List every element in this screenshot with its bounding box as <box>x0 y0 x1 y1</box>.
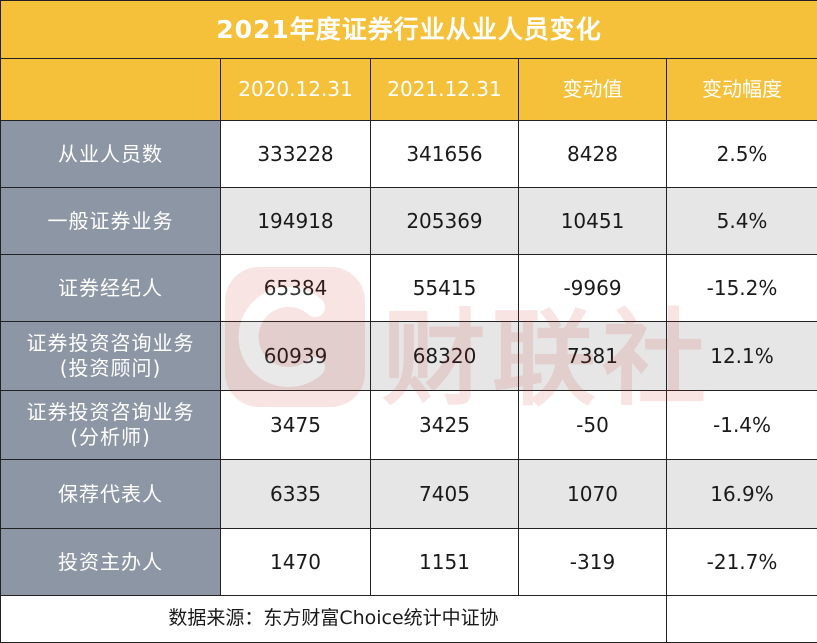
header-change-pct: 变动幅度 <box>667 59 817 121</box>
cell-2020: 3475 <box>221 391 371 460</box>
cell-change-pct: 16.9% <box>667 460 817 529</box>
header-2020: 2020.12.31 <box>221 59 371 121</box>
footer-row: 数据来源：东方财富Choice统计中证协 <box>1 596 817 643</box>
cell-2020: 60939 <box>221 322 371 391</box>
row-label: 证券经纪人 <box>1 255 221 322</box>
header-row: 2020.12.31 2021.12.31 变动值 变动幅度 <box>1 59 817 121</box>
cell-2020: 194918 <box>221 188 371 255</box>
row-label: 一般证券业务 <box>1 188 221 255</box>
table-row: 证券经纪人 65384 55415 -9969 -15.2% <box>1 255 817 322</box>
table-row: 投资主办人 1470 1151 -319 -21.7% <box>1 529 817 596</box>
row-label: 投资主办人 <box>1 529 221 596</box>
cell-2021: 68320 <box>371 322 519 391</box>
header-2021: 2021.12.31 <box>371 59 519 121</box>
table-row: 从业人员数 333228 341656 8428 2.5% <box>1 121 817 188</box>
row-label: 从业人员数 <box>1 121 221 188</box>
cell-change-pct: 5.4% <box>667 188 817 255</box>
header-corner <box>1 59 221 121</box>
table-row: 证券投资咨询业务(分析师) 3475 3425 -50 -1.4% <box>1 391 817 460</box>
cell-2021: 55415 <box>371 255 519 322</box>
table-row: 一般证券业务 194918 205369 10451 5.4% <box>1 188 817 255</box>
cell-change: -9969 <box>519 255 667 322</box>
cell-change: 7381 <box>519 322 667 391</box>
cell-change-pct: -15.2% <box>667 255 817 322</box>
table-title: 2021年度证券行业从业人员变化 <box>1 1 817 59</box>
cell-2020: 333228 <box>221 121 371 188</box>
table-row: 证券投资咨询业务(投资顾问) 60939 68320 7381 12.1% <box>1 322 817 391</box>
cell-2020: 1470 <box>221 529 371 596</box>
cell-2021: 3425 <box>371 391 519 460</box>
cell-2020: 65384 <box>221 255 371 322</box>
cell-change: 8428 <box>519 121 667 188</box>
cell-2020: 6335 <box>221 460 371 529</box>
table-row: 保荐代表人 6335 7405 1070 16.9% <box>1 460 817 529</box>
header-change: 变动值 <box>519 59 667 121</box>
source-note: 数据来源：东方财富Choice统计中证协 <box>1 596 667 643</box>
cell-2021: 7405 <box>371 460 519 529</box>
cell-change-pct: 2.5% <box>667 121 817 188</box>
cell-change: -319 <box>519 529 667 596</box>
footer-empty-cell <box>667 596 817 643</box>
cell-change: 10451 <box>519 188 667 255</box>
row-label: 保荐代表人 <box>1 460 221 529</box>
cell-change: 1070 <box>519 460 667 529</box>
cell-change-pct: -21.7% <box>667 529 817 596</box>
row-label: 证券投资咨询业务(分析师) <box>1 391 221 460</box>
cell-change-pct: 12.1% <box>667 322 817 391</box>
cell-2021: 1151 <box>371 529 519 596</box>
cell-change-pct: -1.4% <box>667 391 817 460</box>
row-label: 证券投资咨询业务(投资顾问) <box>1 322 221 391</box>
cell-change: -50 <box>519 391 667 460</box>
cell-2021: 205369 <box>371 188 519 255</box>
cell-2021: 341656 <box>371 121 519 188</box>
